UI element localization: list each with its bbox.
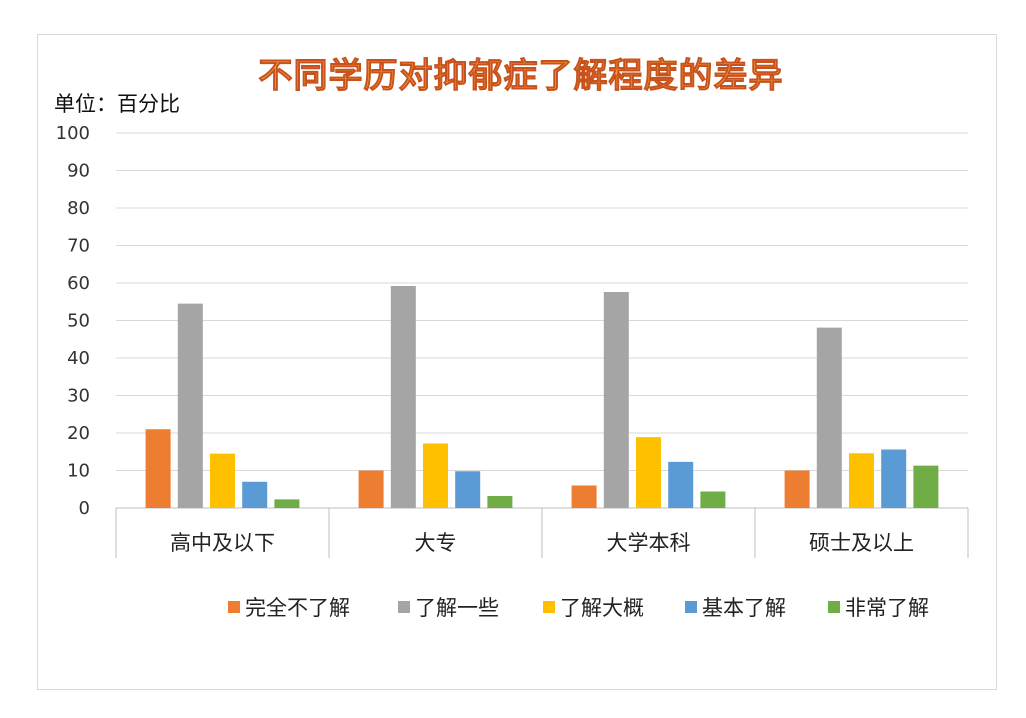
bars	[145, 286, 939, 508]
bar	[784, 470, 810, 508]
bar	[242, 481, 268, 508]
bar	[849, 453, 874, 508]
bar	[816, 327, 842, 508]
y-tick-label: 100	[56, 123, 90, 144]
bar	[700, 491, 726, 508]
legend-label: 了解大概	[560, 596, 644, 620]
y-tick-label: 70	[67, 236, 90, 257]
y-axis-ticks: 0 10 20 30 40 50 60 70 80 90 100	[56, 123, 90, 519]
bar-chart: 不同学历对抑郁症了解程度的差异 单位：百分比 0 10 20 30 40 50 60 70 80…	[54, 56, 969, 620]
y-tick-label: 10	[67, 461, 90, 482]
bar	[913, 465, 939, 508]
bar	[274, 499, 300, 508]
bar	[455, 471, 481, 508]
bar	[487, 496, 513, 508]
y-tick-label: 90	[67, 161, 90, 182]
y-tick-label: 0	[79, 498, 90, 519]
bar	[571, 485, 597, 508]
x-category-label: 高中及以下	[170, 531, 275, 555]
bar	[423, 443, 448, 508]
bar	[145, 429, 171, 508]
legend: 完全不了解 了解一些 了解大概 基本了解 非常了解	[228, 596, 929, 620]
legend-swatch	[828, 601, 840, 613]
y-tick-label: 80	[67, 198, 90, 219]
y-tick-label: 30	[67, 386, 90, 407]
bar	[210, 453, 235, 508]
chart-title: 不同学历对抑郁症了解程度的差异	[259, 56, 784, 96]
legend-label: 完全不了解	[245, 596, 350, 620]
legend-label: 非常了解	[845, 596, 929, 620]
bar	[881, 449, 907, 508]
x-axis: 高中及以下 大专 大学本科 硕士及以上	[115, 508, 969, 558]
legend-swatch	[398, 601, 410, 613]
y-tick-label: 60	[67, 273, 90, 294]
grid-lines	[116, 132, 968, 509]
legend-swatch	[228, 601, 240, 613]
bar	[358, 470, 384, 508]
legend-swatch	[685, 601, 697, 613]
bar	[603, 292, 629, 508]
bar	[636, 437, 661, 508]
x-category-label: 大专	[415, 531, 457, 555]
bar	[668, 461, 694, 508]
bar	[390, 286, 416, 508]
legend-label: 基本了解	[702, 596, 786, 620]
y-tick-label: 20	[67, 423, 90, 444]
y-tick-label: 50	[67, 311, 90, 332]
chart-frame: 不同学历对抑郁症了解程度的差异 单位：百分比 0 10 20 30 40 50 60 70 80…	[37, 34, 997, 690]
x-category-label: 硕士及以上	[809, 531, 914, 555]
bar	[177, 303, 203, 508]
legend-label: 了解一些	[415, 596, 499, 620]
x-category-label: 大学本科	[607, 531, 691, 555]
unit-label: 单位：百分比	[54, 92, 180, 116]
legend-swatch	[543, 601, 555, 613]
y-tick-label: 40	[67, 348, 90, 369]
